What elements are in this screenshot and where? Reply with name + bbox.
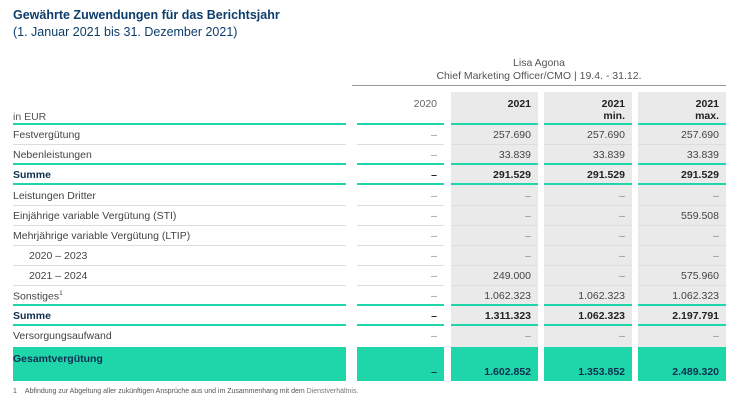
cell-2021: 33.839 [498,149,531,161]
table-row: Einjährige variable Vergütung (STI) – – … [0,206,735,226]
cell-2021: 249.000 [493,270,531,282]
row-label: Festvergütung [13,129,81,141]
cell-2021-max: 1.062.323 [672,290,719,302]
footnote-link[interactable]: Dienstverhältnis. [306,388,359,395]
cell-2020: – [431,129,437,141]
table-row-subtotal: Summe – 1.311.323 1.062.323 2.197.791 [0,306,735,326]
total-label-cell [13,347,346,381]
row-label: Mehrjährige variable Vergütung (LTIP) [13,230,191,242]
cell-2021-min: – [619,190,625,202]
cell-2020: – [431,310,437,322]
cell-2021-min: 1.062.323 [578,310,625,322]
total-cell-2021-bg [451,347,538,381]
header-row-rule [0,105,735,125]
footnote-text: Abfindung zur Abgeltung aller zukünftige… [24,388,305,395]
cell-2021-min: – [619,270,625,282]
table-row: Sonstiges1 – 1.062.323 1.062.323 1.062.3… [0,286,735,306]
cell-2020: – [431,169,437,181]
cell-2021-min: 291.529 [587,169,625,181]
table-row: Mehrjährige variable Vergütung (LTIP) – … [0,226,735,246]
cell-2021-max: – [713,250,719,262]
cell-2021: – [525,190,531,202]
table-title: Gewährte Zuwendungen für das Berichtsjah… [13,8,280,22]
cell-2021-max: – [713,230,719,242]
cell-2020: – [431,149,437,161]
cell-2021: 1.311.323 [484,310,531,322]
total-2021: 1.602.852 [484,366,531,378]
row-label: Nebenleistungen [13,149,92,161]
total-2021-min: 1.353.852 [578,366,625,378]
column-header-2021: 2021 [507,98,531,110]
row-label: Versorgungsaufwand [13,330,112,342]
cell-2020: – [431,230,437,242]
cell-2021: – [525,230,531,242]
cell-2020: – [431,190,437,202]
row-label: 2020 – 2023 [29,250,88,262]
total-cell-2020-bg [357,347,444,381]
row-label: Einjährige variable Vergütung (STI) [13,210,177,222]
table-subtitle: (1. Januar 2021 bis 31. Dezember 2021) [13,25,238,39]
cell-2021-min: – [619,250,625,262]
table-row: 2020 – 2023 – – – – [0,246,735,266]
cell-2021-max: 291.529 [681,169,719,181]
person-name: Lisa Agona [513,57,565,69]
total-cell-2021-min-bg [544,347,632,381]
table-row: Versorgungsaufwand – – – – [0,326,735,346]
cell-2021: – [525,250,531,262]
cell-2021: 257.690 [493,129,531,141]
cell-2021-max: 559.508 [681,210,719,222]
cell-2020: – [431,250,437,262]
table-row: Nebenleistungen – 33.839 33.839 33.839 [0,145,735,165]
cell-2021-max: – [713,190,719,202]
table-row: Leistungen Dritter – – – – [0,186,735,206]
cell-2021-max: 2.197.791 [672,310,719,322]
row-label: 2021 – 2024 [29,270,88,282]
cell-2021-min: 1.062.323 [578,290,625,302]
table-row: 2021 – 2024 – 249.000 – 575.960 [0,266,735,286]
total-cell-2021-max-bg [638,347,726,381]
cell-2020: – [431,210,437,222]
row-label: Sonstiges1 [13,290,63,303]
cell-2021: 291.529 [493,169,531,181]
footnote: 1 Abfindung zur Abgeltung aller zukünftig… [13,388,358,395]
person-role: Chief Marketing Officer/CMO | 19.4. - 31… [436,70,642,82]
header-divider [352,85,726,86]
total-2021-max: 2.489.320 [672,366,719,378]
cell-2021-max: 575.960 [681,270,719,282]
cell-2021-max: – [713,330,719,342]
cell-2021-min: – [619,330,625,342]
row-label: Summe [13,169,51,181]
cell-2021-min: – [619,230,625,242]
cell-2021: – [525,330,531,342]
unit-label: in EUR [13,111,47,123]
total-2020: – [431,366,437,378]
cell-2021-max: 257.690 [681,129,719,141]
cell-2021-min: 33.839 [592,149,625,161]
footnote-marker: 1 [59,290,63,297]
row-label: Summe [13,310,51,322]
column-header-2021-min: 2021 min. [601,98,625,122]
column-header-2020: 2020 [413,98,437,110]
row-label: Leistungen Dritter [13,190,96,202]
cell-2021-min: 257.690 [587,129,625,141]
cell-2021-max: 33.839 [686,149,719,161]
cell-2020: – [431,330,437,342]
total-row-label: Gesamtvergütung [13,353,103,365]
column-header-2021-max: 2021 max. [695,98,719,122]
table-row: Festvergütung – 257.690 257.690 257.690 [0,125,735,145]
cell-2021: – [525,210,531,222]
cell-2020: – [431,270,437,282]
cell-2021: 1.062.323 [484,290,531,302]
cell-2020: – [431,290,437,302]
table-row-subtotal: Summe – 291.529 291.529 291.529 [0,165,735,185]
cell-2021-min: – [619,210,625,222]
footnote-number: 1 [13,388,17,395]
